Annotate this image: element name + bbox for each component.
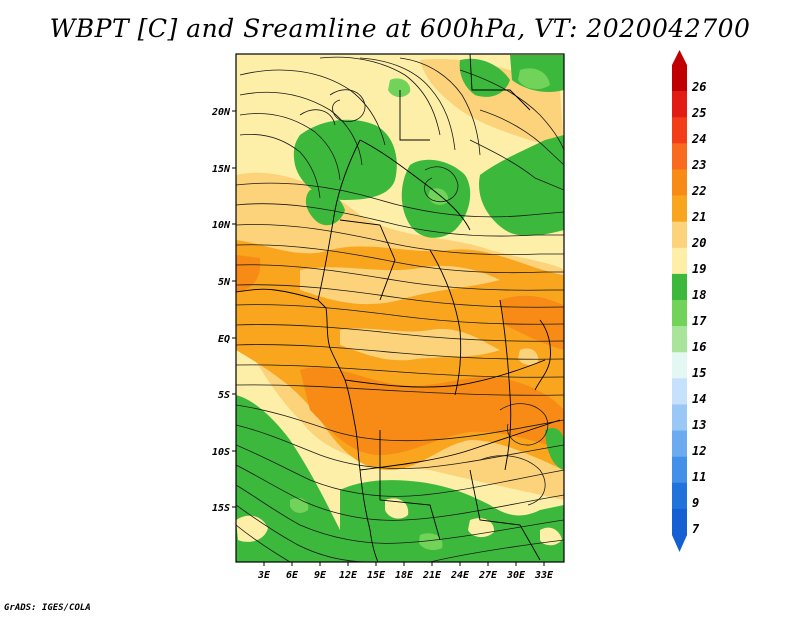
colorbar-top-arrow xyxy=(672,50,687,65)
x-tick-label: 21E xyxy=(422,570,442,581)
chart-title: WBPT [C] and Sreamline at 600hPa, VT: 20… xyxy=(49,14,751,43)
colorbar-label: 22 xyxy=(691,184,706,198)
colorbar-label: 23 xyxy=(691,158,706,172)
x-tick-label: 33E xyxy=(534,570,554,581)
x-tick-label: 9E xyxy=(314,570,327,581)
colorbar-cell xyxy=(672,143,687,170)
borders xyxy=(236,54,561,562)
y-tick-label: 5N xyxy=(218,277,231,288)
x-tick-label: 6E xyxy=(286,570,299,581)
streamlines xyxy=(236,56,564,562)
y-tick-label: 20N xyxy=(211,107,231,118)
x-tick-label: 24E xyxy=(450,570,470,581)
x-tick-label: 27E xyxy=(478,570,498,581)
y-tick-label: EQ xyxy=(218,334,230,345)
x-tick-label: 15E xyxy=(367,570,386,581)
colorbar-cell xyxy=(672,404,687,431)
x-tick-label: 12E xyxy=(339,570,358,581)
colorbar-bottom-arrow xyxy=(672,535,687,552)
colorbar-label: 25 xyxy=(691,106,706,120)
colorbar-label: 20 xyxy=(691,236,706,250)
colorbar-label: 12 xyxy=(692,444,706,458)
colorbar-cell xyxy=(672,117,687,144)
colorbar-cell xyxy=(672,352,687,379)
y-tick-label: 10S xyxy=(212,447,230,458)
map-frame xyxy=(235,53,565,563)
colorbar-cell xyxy=(672,247,687,275)
grads-credit: GrADS: IGES/COLA xyxy=(4,603,91,613)
colorbar-label: 15 xyxy=(692,366,706,380)
colorbar-label: 26 xyxy=(691,80,706,94)
colorbar-cell xyxy=(672,169,687,196)
colorbar-cell xyxy=(672,273,687,301)
colorbar-cell xyxy=(672,195,687,222)
y-axis: 20N 15N 10N 5N EQ 5S 10S 15S xyxy=(211,107,236,514)
colorbar-label: 9 xyxy=(692,496,699,510)
y-tick-label: 15S xyxy=(212,503,230,514)
colorbar-label: 16 xyxy=(692,340,706,354)
colorbar-labels: 26 25 24 23 22 21 20 19 18 17 16 15 14 1… xyxy=(691,80,707,536)
x-tick-label: 30E xyxy=(506,570,526,581)
colorbar-cell xyxy=(672,378,687,405)
colorbar-cell xyxy=(672,65,687,92)
colorbar-label: 17 xyxy=(692,314,707,328)
colorbar-label: 11 xyxy=(692,470,706,484)
colorbar-cell xyxy=(672,91,687,118)
colorbar-cell xyxy=(672,508,687,536)
colorbar-label: 19 xyxy=(692,262,706,276)
colorbar-cell xyxy=(672,300,687,327)
colorbar-cell xyxy=(672,482,687,510)
colorbar-cell xyxy=(672,430,687,457)
colorbar-label: 7 xyxy=(692,522,700,536)
colorbar-label: 18 xyxy=(692,288,706,302)
x-tick-label: 3E xyxy=(257,570,271,581)
y-tick-label: 10N xyxy=(212,220,231,231)
colorbar-cell xyxy=(672,326,687,353)
colorbar-label: 24 xyxy=(691,132,706,146)
wbpt-field xyxy=(236,54,564,562)
x-axis: 3E 6E 9E 12E 15E 18E 21E 24E 27E 30E 33E xyxy=(257,562,554,581)
colorbar-label: 13 xyxy=(692,418,706,432)
colorbar-cell xyxy=(672,456,687,484)
colorbar-label: 21 xyxy=(691,210,706,224)
y-tick-label: 5S xyxy=(218,390,230,401)
colorbar: 26 25 24 23 22 21 20 19 18 17 16 15 14 1… xyxy=(672,50,707,552)
colorbar-label: 14 xyxy=(692,392,706,406)
x-tick-label: 18E xyxy=(395,570,414,581)
colorbar-cell xyxy=(672,221,687,249)
colorbar-cells xyxy=(672,65,687,536)
y-tick-label: 15N xyxy=(212,164,231,175)
